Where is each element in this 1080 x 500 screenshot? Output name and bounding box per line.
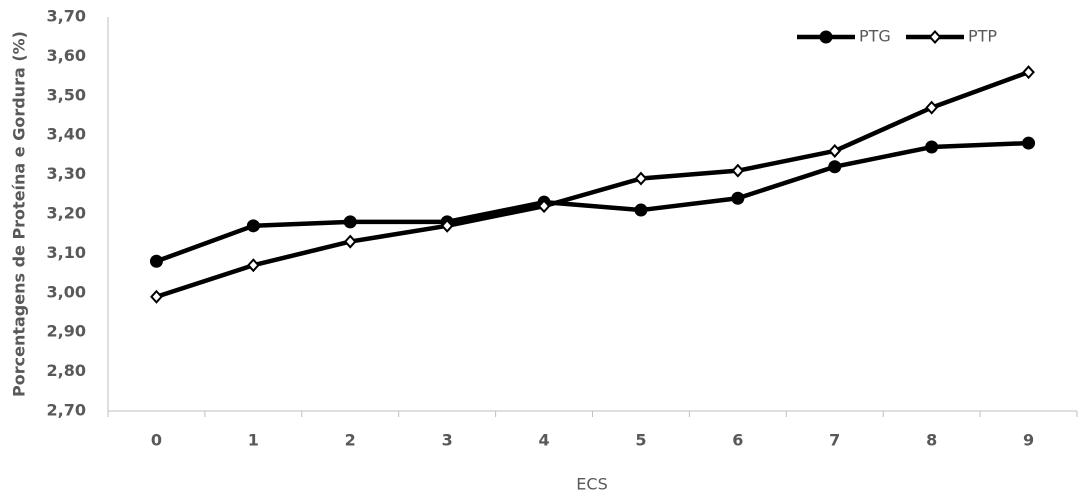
x-tick-label: 0	[151, 431, 162, 450]
y-tick-label: 3,10	[47, 243, 86, 262]
legend-marker	[928, 30, 942, 44]
x-tick-label: 1	[248, 431, 259, 450]
point	[440, 218, 454, 233]
x-tick-label: 4	[538, 431, 549, 450]
x-tick-label: 3	[442, 431, 453, 450]
legend-marker	[819, 30, 833, 44]
y-tick-label: 3,30	[47, 164, 86, 183]
y-tick-label: 3,70	[47, 7, 86, 26]
x-tick-label: 2	[345, 431, 356, 450]
x-tick-label: 5	[635, 431, 646, 450]
point	[246, 258, 260, 273]
y-tick-label: 2,90	[47, 322, 86, 341]
point	[246, 219, 260, 233]
series-line	[155, 70, 1030, 299]
x-tick-label: 9	[1023, 431, 1034, 450]
point	[634, 171, 648, 186]
point	[149, 254, 163, 268]
series-line	[155, 140, 1029, 264]
point	[1022, 136, 1036, 150]
point	[343, 234, 357, 249]
y-axis-title: Porcentagens de Proteína e Gordura (%)	[10, 31, 29, 397]
y-tick-label: 2,80	[47, 361, 86, 380]
x-tick-label: 7	[829, 431, 840, 450]
point	[731, 163, 745, 178]
point	[1022, 65, 1035, 80]
y-tick-label: 3,00	[47, 282, 86, 301]
y-tick-label: 2,70	[47, 401, 86, 420]
point	[150, 289, 163, 304]
point	[828, 160, 842, 174]
y-tick-label: 3,60	[47, 46, 86, 65]
point	[537, 199, 551, 214]
point	[343, 215, 357, 229]
y-tick-label: 3,40	[47, 125, 86, 144]
point	[925, 140, 939, 154]
y-tick-label: 3,50	[47, 85, 86, 104]
y-tick-label: 3,20	[47, 204, 86, 223]
x-tick-label: 8	[926, 431, 937, 450]
legend-label: PTP	[968, 27, 997, 46]
point	[634, 203, 648, 217]
point	[925, 100, 939, 115]
x-tick-label: 6	[732, 431, 743, 450]
x-axis-title: ECS	[576, 475, 607, 494]
legend-label: PTG	[859, 27, 891, 46]
point	[731, 191, 745, 205]
point	[828, 143, 842, 158]
